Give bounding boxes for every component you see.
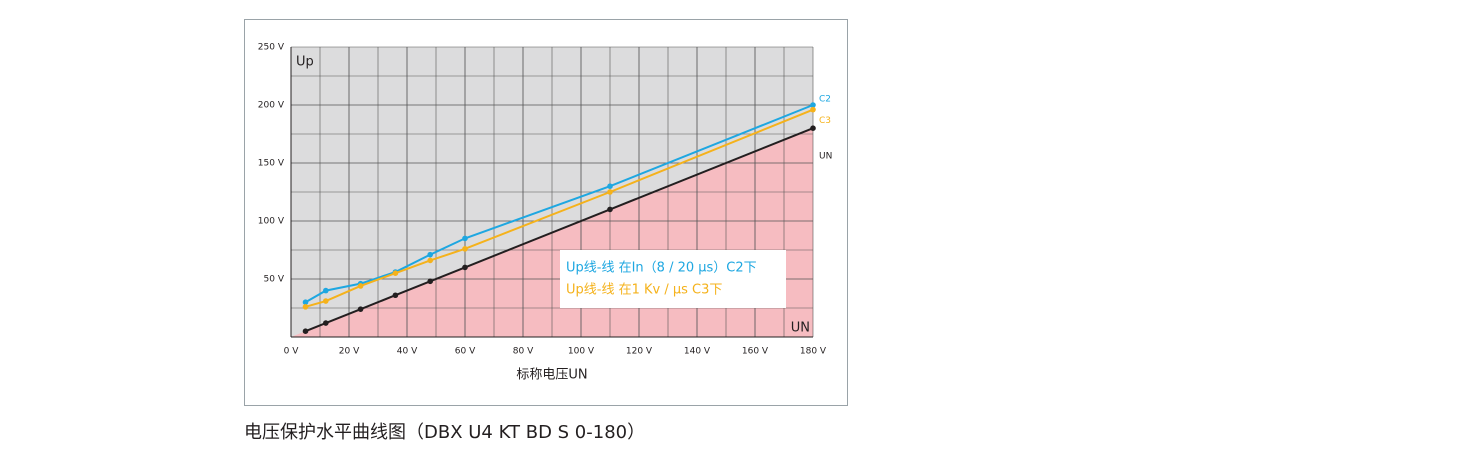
legend-box — [560, 250, 786, 308]
data-point — [302, 328, 309, 335]
data-point — [427, 257, 434, 264]
series-label: UN — [819, 152, 832, 162]
x-tick-label: 0 V — [284, 347, 300, 357]
data-point — [323, 298, 329, 304]
data-point — [810, 125, 816, 131]
x-tick-label: 140 V — [684, 347, 711, 357]
data-point — [357, 306, 364, 312]
y-tick-label: 250 V — [258, 43, 285, 53]
series-label: C2 — [819, 95, 831, 105]
x-tick-label: 120 V — [626, 347, 653, 357]
data-point — [810, 102, 816, 108]
series-label: C3 — [819, 116, 831, 126]
data-point — [462, 235, 468, 242]
x-tick-label: 180 V — [800, 347, 827, 357]
x-tick-label: 160 V — [742, 347, 769, 357]
data-point — [392, 270, 399, 277]
data-point — [302, 299, 309, 306]
y-tick-label: 200 V — [258, 101, 285, 111]
y-tick-label: 100 V — [258, 217, 285, 227]
data-point — [357, 283, 364, 289]
y-axis-label: Up — [296, 55, 314, 70]
data-point — [607, 189, 613, 195]
x-corner-label: UN — [791, 321, 810, 336]
series-line — [305, 127, 814, 333]
legend-text: Up线-线 在In（8 / 20 μs）C2下 — [566, 261, 757, 276]
data-point — [607, 206, 613, 213]
y-tick-label: 50 V — [264, 275, 285, 285]
x-tick-label: 20 V — [339, 347, 360, 357]
x-tick-label: 100 V — [568, 347, 595, 357]
caption: 电压保护水平曲线图（DBX U4 KT BD S 0-180） — [244, 422, 645, 443]
x-tick-label: 60 V — [455, 347, 476, 357]
x-tick-label: 40 V — [397, 347, 418, 357]
data-point — [462, 264, 468, 271]
data-point — [607, 183, 613, 189]
series-line — [305, 104, 814, 304]
data-point — [323, 320, 329, 326]
data-point — [323, 287, 329, 294]
y-tick-label: 150 V — [258, 159, 285, 169]
data-point — [462, 246, 468, 252]
data-point — [392, 292, 399, 299]
series-line — [305, 108, 814, 308]
legend-text: Up线-线 在1 Kv / μs C3下 — [566, 283, 722, 298]
data-point — [810, 106, 816, 113]
data-point — [427, 278, 434, 285]
data-point — [302, 304, 309, 310]
x-tick-label: 80 V — [513, 347, 534, 357]
data-point — [427, 251, 434, 258]
plot-area: 50 V 100 V 150 V 200 V 250 V 0 V 20 V 40 V 60 V 8… — [258, 43, 827, 357]
x-axis-title: 标称电压UN — [516, 368, 587, 383]
